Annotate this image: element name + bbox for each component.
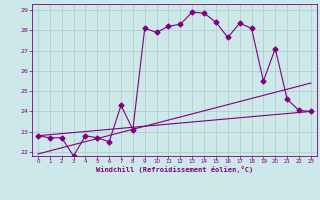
X-axis label: Windchill (Refroidissement éolien,°C): Windchill (Refroidissement éolien,°C): [96, 166, 253, 173]
